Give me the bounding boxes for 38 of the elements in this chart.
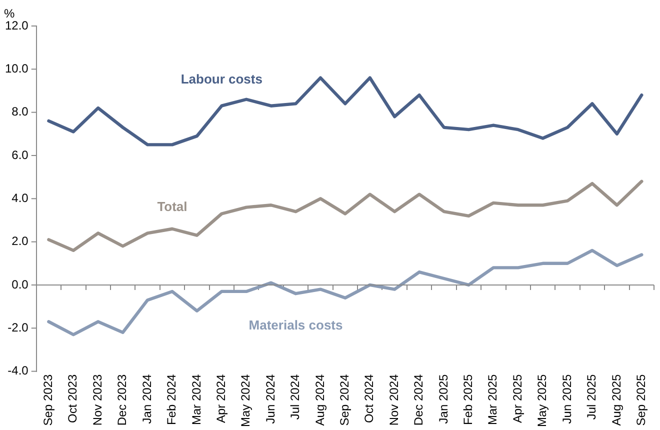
y-tick-label: 0.0 <box>12 277 29 292</box>
y-tick-label: 4.0 <box>12 190 29 205</box>
x-tick-label: Nov 2024 <box>386 374 401 426</box>
x-tick-label: Feb 2025 <box>461 374 476 426</box>
y-tick-label: 2.0 <box>12 234 29 248</box>
x-tick-label: Nov 2023 <box>90 374 104 426</box>
x-tick-label: Oct 2023 <box>66 374 80 424</box>
y-tick-label: 10.0 <box>4 61 29 76</box>
x-tick-label: Mar 2024 <box>189 374 204 426</box>
x-tick-label: Aug 2025 <box>609 374 624 426</box>
x-tick-label: Jul 2024 <box>288 374 302 420</box>
y-tick-label: 6.0 <box>12 148 29 162</box>
y-tick-label: -2.0 <box>8 320 29 334</box>
series-label: Materials costs <box>248 318 343 333</box>
x-tick-label: Apr 2025 <box>510 374 524 424</box>
x-tick-label: Feb 2024 <box>164 374 179 426</box>
x-tick-label: Mar 2025 <box>486 374 500 426</box>
x-tick-label: May 2024 <box>238 374 253 428</box>
x-tick-label: Dec 2023 <box>115 374 130 426</box>
y-tick-label: -4.0 <box>8 364 29 378</box>
x-tick-label: May 2025 <box>535 374 550 428</box>
series-label: Labour costs <box>180 72 262 87</box>
x-tick-label: Apr 2024 <box>214 374 228 424</box>
x-tick-label: Sep 2025 <box>634 374 648 426</box>
x-tick-label: Sep 2024 <box>337 374 352 426</box>
x-tick-label: Jun 2025 <box>560 374 574 424</box>
y-tick-label: 12.0 <box>4 18 29 32</box>
x-tick-label: Jan 2024 <box>140 374 154 424</box>
series-label: Total <box>157 198 188 214</box>
x-tick-label: Jul 2025 <box>584 374 599 420</box>
y-tick-label: 8.0 <box>12 104 29 119</box>
x-tick-label: Jun 2024 <box>263 374 278 424</box>
x-tick-label: Sep 2023 <box>41 374 56 426</box>
x-tick-label: Jan 2025 <box>436 374 450 424</box>
x-tick-label: Dec 2024 <box>412 374 426 426</box>
y-axis-title: % <box>4 6 15 20</box>
x-tick-label: Oct 2024 <box>362 374 376 424</box>
x-tick-label: Aug 2024 <box>312 374 327 426</box>
